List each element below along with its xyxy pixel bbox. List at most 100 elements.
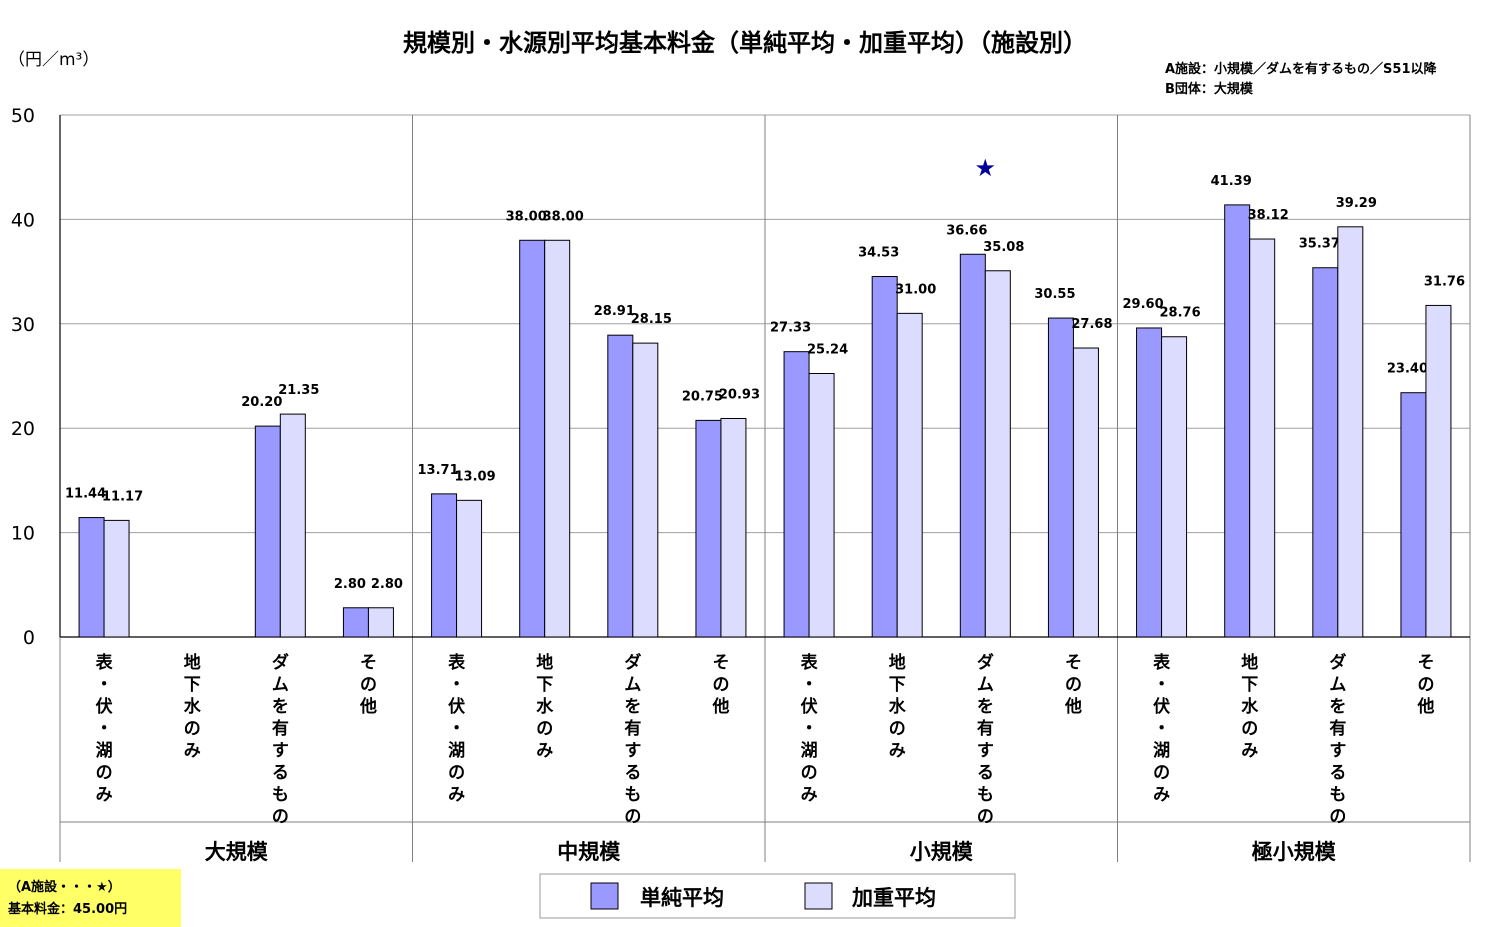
category-label-char: 表 bbox=[448, 652, 466, 673]
data-label: 38.00 bbox=[506, 209, 547, 224]
category-label-char: ・ bbox=[448, 675, 465, 695]
bar bbox=[1312, 267, 1339, 638]
y-tick-label: 40 bbox=[11, 209, 35, 231]
category-label-char: す bbox=[1329, 741, 1346, 761]
category-label-char: 伏 bbox=[801, 696, 818, 717]
category-label-char: 他 bbox=[1416, 696, 1434, 717]
category-label-char: の bbox=[889, 719, 906, 739]
bar bbox=[632, 342, 659, 638]
category-label-char: も bbox=[624, 785, 641, 805]
data-label: 31.76 bbox=[1424, 274, 1465, 289]
category-label-char: 表 bbox=[1153, 652, 1171, 673]
star-marker: ★ bbox=[975, 154, 997, 182]
category-label-char: み bbox=[1153, 785, 1170, 805]
bar bbox=[871, 276, 898, 638]
data-label: 41.39 bbox=[1211, 174, 1252, 189]
bar bbox=[720, 417, 747, 638]
bar bbox=[695, 419, 722, 638]
category-label-char: み bbox=[536, 741, 553, 761]
bar bbox=[1337, 226, 1364, 638]
category-label-char: ム bbox=[1329, 675, 1346, 695]
chart-title: 規模別・水源別平均基本料金（単純平均・加重平均）（施設別） bbox=[403, 29, 1087, 57]
bar bbox=[342, 607, 369, 638]
bar bbox=[783, 351, 810, 638]
category-label-char: の bbox=[96, 763, 113, 783]
data-label: 20.93 bbox=[719, 387, 760, 402]
bar bbox=[519, 239, 546, 638]
bar bbox=[544, 239, 571, 638]
category-label-char: す bbox=[977, 741, 994, 761]
category-label-char: を bbox=[272, 697, 289, 717]
y-tick-label: 20 bbox=[11, 418, 35, 440]
category-label-char: の bbox=[712, 675, 729, 695]
data-label: 27.68 bbox=[1071, 317, 1112, 332]
category-label-char: 有 bbox=[1329, 718, 1346, 739]
y-axis-unit: （円／m³） bbox=[8, 50, 99, 70]
category-label-char: 地 bbox=[536, 652, 553, 673]
data-label: 34.53 bbox=[858, 246, 899, 261]
data-label: 28.91 bbox=[594, 304, 635, 319]
category-label-char: 他 bbox=[359, 696, 377, 717]
category-label-char: 地 bbox=[889, 652, 906, 673]
category-label-char: 他 bbox=[1064, 696, 1082, 717]
category-label-char: ダ bbox=[624, 652, 641, 673]
category-label-char: 有 bbox=[272, 718, 289, 739]
category-label-char: 伏 bbox=[96, 696, 113, 717]
category-label-char: そ bbox=[1417, 653, 1434, 673]
legend: 単純平均 加重平均 bbox=[539, 873, 1016, 919]
category-label-char: ・ bbox=[1153, 719, 1170, 739]
bar bbox=[1047, 317, 1074, 638]
data-label: 30.55 bbox=[1034, 287, 1075, 302]
category-label-char: ダ bbox=[272, 652, 289, 673]
note-a: A施設：小規模／ダムを有するもの／S51以降 bbox=[1165, 61, 1438, 77]
category-label-char: の bbox=[536, 719, 553, 739]
legend-label-simple: 単純平均 bbox=[640, 886, 724, 910]
data-label: 11.17 bbox=[102, 489, 143, 504]
data-label: 21.35 bbox=[278, 383, 319, 398]
category-label-char: ム bbox=[272, 675, 289, 695]
category-label-char: 水 bbox=[889, 696, 907, 717]
category-label-char: 他 bbox=[711, 696, 729, 717]
data-label: 38.12 bbox=[1248, 208, 1289, 223]
bar bbox=[1161, 336, 1188, 638]
category-label-char: み bbox=[889, 741, 906, 761]
bar bbox=[456, 499, 483, 638]
category-label-char: 下 bbox=[1241, 675, 1258, 695]
category-label-char: 表 bbox=[801, 652, 819, 673]
category-label-char: 地 bbox=[1241, 652, 1258, 673]
data-label: 11.44 bbox=[65, 487, 106, 502]
category-label-char: の bbox=[360, 675, 377, 695]
category-label-char: も bbox=[977, 785, 994, 805]
bar bbox=[279, 413, 306, 638]
y-tick-label: 30 bbox=[11, 314, 35, 336]
marker-note-line1: （A施設・・・★） bbox=[8, 880, 121, 895]
bar bbox=[1400, 392, 1427, 638]
category-label-char: 水 bbox=[536, 696, 554, 717]
y-tick-label: 10 bbox=[11, 523, 35, 545]
category-label-char: ・ bbox=[801, 675, 818, 695]
category-label-char: 下 bbox=[536, 675, 553, 695]
category-label-char: ム bbox=[624, 675, 641, 695]
group-label-background bbox=[549, 838, 630, 866]
data-label: 20.20 bbox=[241, 395, 282, 410]
data-label: 36.66 bbox=[946, 223, 987, 238]
y-tick-label: 0 bbox=[23, 627, 35, 649]
category-label-char: ・ bbox=[96, 719, 113, 739]
legend-swatch-weighted bbox=[804, 882, 833, 910]
data-label: 38.00 bbox=[543, 209, 584, 224]
category-label-char: る bbox=[1329, 763, 1346, 783]
category-label-char: を bbox=[977, 697, 994, 717]
category-label-char: を bbox=[1329, 697, 1346, 717]
category-label-char: の bbox=[1329, 807, 1346, 827]
category-label-char: 湖 bbox=[801, 741, 818, 761]
bar bbox=[367, 607, 394, 638]
data-label: 13.09 bbox=[455, 469, 496, 484]
data-label: 28.76 bbox=[1160, 306, 1201, 321]
category-label-char: 有 bbox=[624, 718, 641, 739]
category-label-char: の bbox=[448, 763, 465, 783]
category-label-char: の bbox=[1065, 675, 1082, 695]
category-label-char: る bbox=[272, 763, 289, 783]
category-label-char: 湖 bbox=[1153, 741, 1170, 761]
category-label-char: も bbox=[272, 785, 289, 805]
